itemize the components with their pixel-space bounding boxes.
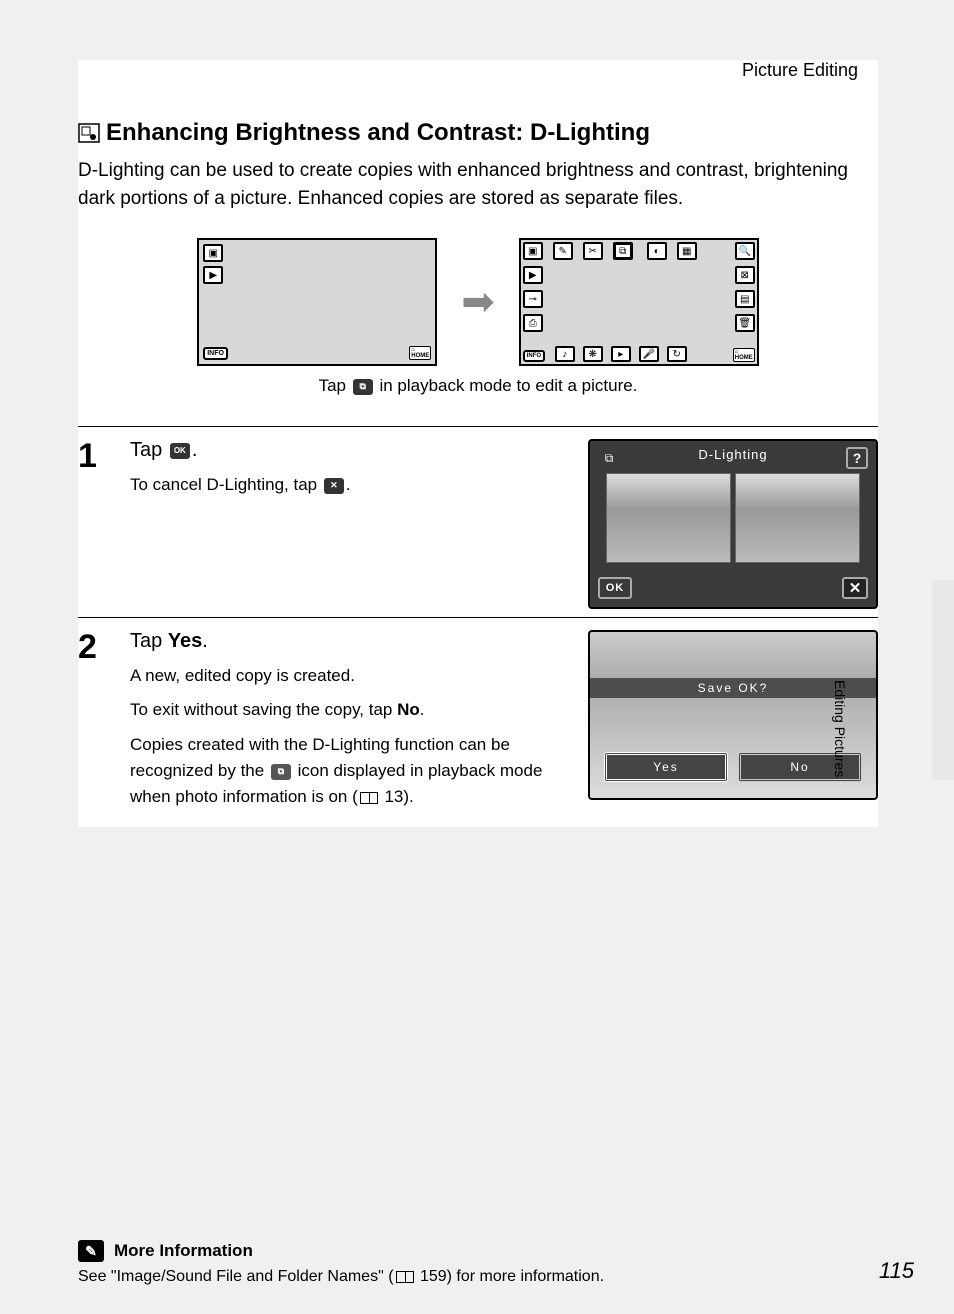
step2-heading-pre: Tap: [130, 630, 168, 652]
close-icon: ⊠: [735, 266, 755, 284]
section-title: Enhancing Brightness and Contrast: D-Lig…: [78, 119, 878, 147]
intro-paragraph: D-Lighting can be used to create copies …: [78, 157, 878, 212]
divider: [78, 426, 878, 427]
caption-pre: Tap: [319, 376, 351, 395]
info-icon: INFO: [523, 350, 545, 362]
dlighting-inline-icon: ⧉: [271, 764, 291, 780]
playback-screen-before: ▣ ▶ INFO ⌂HOME: [197, 238, 437, 366]
after-photo: [735, 473, 860, 563]
rotate-icon: ↻: [667, 346, 687, 362]
play-icon: ▸: [611, 346, 631, 362]
divider: [78, 617, 878, 618]
book-icon: [360, 792, 378, 804]
arrow-right-icon: ➡: [461, 279, 495, 325]
book-icon: [396, 1271, 414, 1283]
more-info-heading-text: More Information: [114, 1241, 253, 1261]
step-number: 2: [78, 630, 114, 819]
section-header: Picture Editing: [78, 60, 878, 81]
dlighting-tool-icon: ⧉: [613, 242, 633, 260]
cancel-button[interactable]: ✕: [842, 577, 868, 599]
section-title-text: Enhancing Brightness and Contrast: D-Lig…: [106, 119, 650, 147]
yes-button[interactable]: Yes: [604, 752, 728, 782]
playback-screen-after: ▣ ✎ ✂ ⧉ ◐ ▦ 🔍 ▶ ⊸ ⎙ ⊠ ▤ 🗑 INFO ♪ ❋ ▸ 🎤 ↻…: [519, 238, 759, 366]
step-1-text: To cancel D-Lighting, tap ✕.: [130, 472, 568, 498]
step-2-p2: To exit without saving the copy, tap No.: [130, 697, 568, 723]
key-icon: ⊸: [523, 290, 543, 308]
pencil-icon: ✎: [553, 242, 573, 260]
info-icon: INFO: [203, 347, 228, 360]
step2-p2-bold: No: [397, 700, 420, 719]
dlighting-icon: [78, 123, 100, 143]
side-thumb-tab: [932, 580, 954, 780]
filter-icon: ❋: [583, 346, 603, 362]
ok-inline-icon: OK: [170, 443, 190, 459]
step-2-heading: Tap Yes.: [130, 630, 568, 653]
footer-text-ref: 159) for more information.: [416, 1268, 605, 1285]
x-inline-icon: ✕: [324, 478, 344, 494]
playback-icon: ▶: [203, 266, 223, 284]
dlighting-dialog-screen: ⧉ D-Lighting ? OK ✕: [588, 439, 878, 609]
diagram-row: ▣ ▶ INFO ⌂HOME ➡ ▣ ✎ ✂ ⧉ ◐ ▦ 🔍 ▶ ⊸ ⎙ ⊠ ▤…: [78, 238, 878, 366]
more-info-heading: ✎ More Information: [78, 1240, 914, 1262]
playback-icon: ▶: [523, 266, 543, 284]
crop-icon: ✂: [583, 242, 603, 260]
step1-heading-pre: Tap: [130, 439, 168, 461]
help-button[interactable]: ?: [846, 447, 868, 469]
dialog-title: D-Lighting: [590, 447, 876, 462]
home-icon: ⌂HOME: [409, 346, 431, 360]
page-number: 115: [879, 1258, 914, 1284]
step1-heading-post: .: [192, 439, 198, 461]
step1-text-pre: To cancel D-Lighting, tap: [130, 475, 322, 494]
step-2-p3: Copies created with the D-Lighting funct…: [130, 732, 568, 811]
zoom-icon: 🔍: [735, 242, 755, 260]
step2-p3-ref: 13).: [380, 787, 414, 806]
sheet-icon: ▤: [735, 290, 755, 308]
step-2: 2 Tap Yes. A new, edited copy is created…: [78, 630, 878, 819]
step-2-p1: A new, edited copy is created.: [130, 663, 568, 689]
footer-text-pre: See "Image/Sound File and Folder Names" …: [78, 1268, 394, 1285]
print-icon: ⎙: [523, 314, 543, 332]
step-1: 1 Tap OK. To cancel D-Lighting, tap ✕. ⧉…: [78, 439, 878, 609]
ok-button[interactable]: OK: [598, 577, 632, 599]
voice-icon: ♪: [555, 346, 575, 362]
note-icon: ✎: [78, 1240, 104, 1262]
diagram-caption: Tap ⧉ in playback mode to edit a picture…: [78, 376, 878, 396]
dlighting-inline-icon: ⧉: [353, 379, 373, 395]
step1-text-post: .: [346, 475, 351, 494]
step2-heading-post: .: [202, 630, 208, 652]
step-1-heading: Tap OK.: [130, 439, 568, 462]
footer: ✎ More Information See "Image/Sound File…: [78, 1240, 914, 1286]
resize-icon: ▦: [677, 242, 697, 260]
more-info-text: See "Image/Sound File and Folder Names" …: [78, 1268, 914, 1286]
camera-icon: ▣: [523, 242, 543, 260]
step2-heading-bold: Yes: [168, 630, 202, 652]
mic-icon: 🎤: [639, 346, 659, 362]
comparison-photos: [606, 473, 860, 563]
step2-p2-post: .: [420, 700, 425, 719]
before-photo: [606, 473, 731, 563]
caption-post: in playback mode to edit a picture.: [375, 376, 638, 395]
step2-p2-pre: To exit without saving the copy, tap: [130, 700, 397, 719]
trash-icon: 🗑: [735, 314, 755, 332]
home-icon: ⌂HOME: [733, 348, 755, 362]
side-label: Editing Pictures: [832, 680, 848, 880]
camera-icon: ▣: [203, 244, 223, 262]
adjust-icon: ◐: [647, 242, 667, 260]
step-number: 1: [78, 439, 114, 609]
